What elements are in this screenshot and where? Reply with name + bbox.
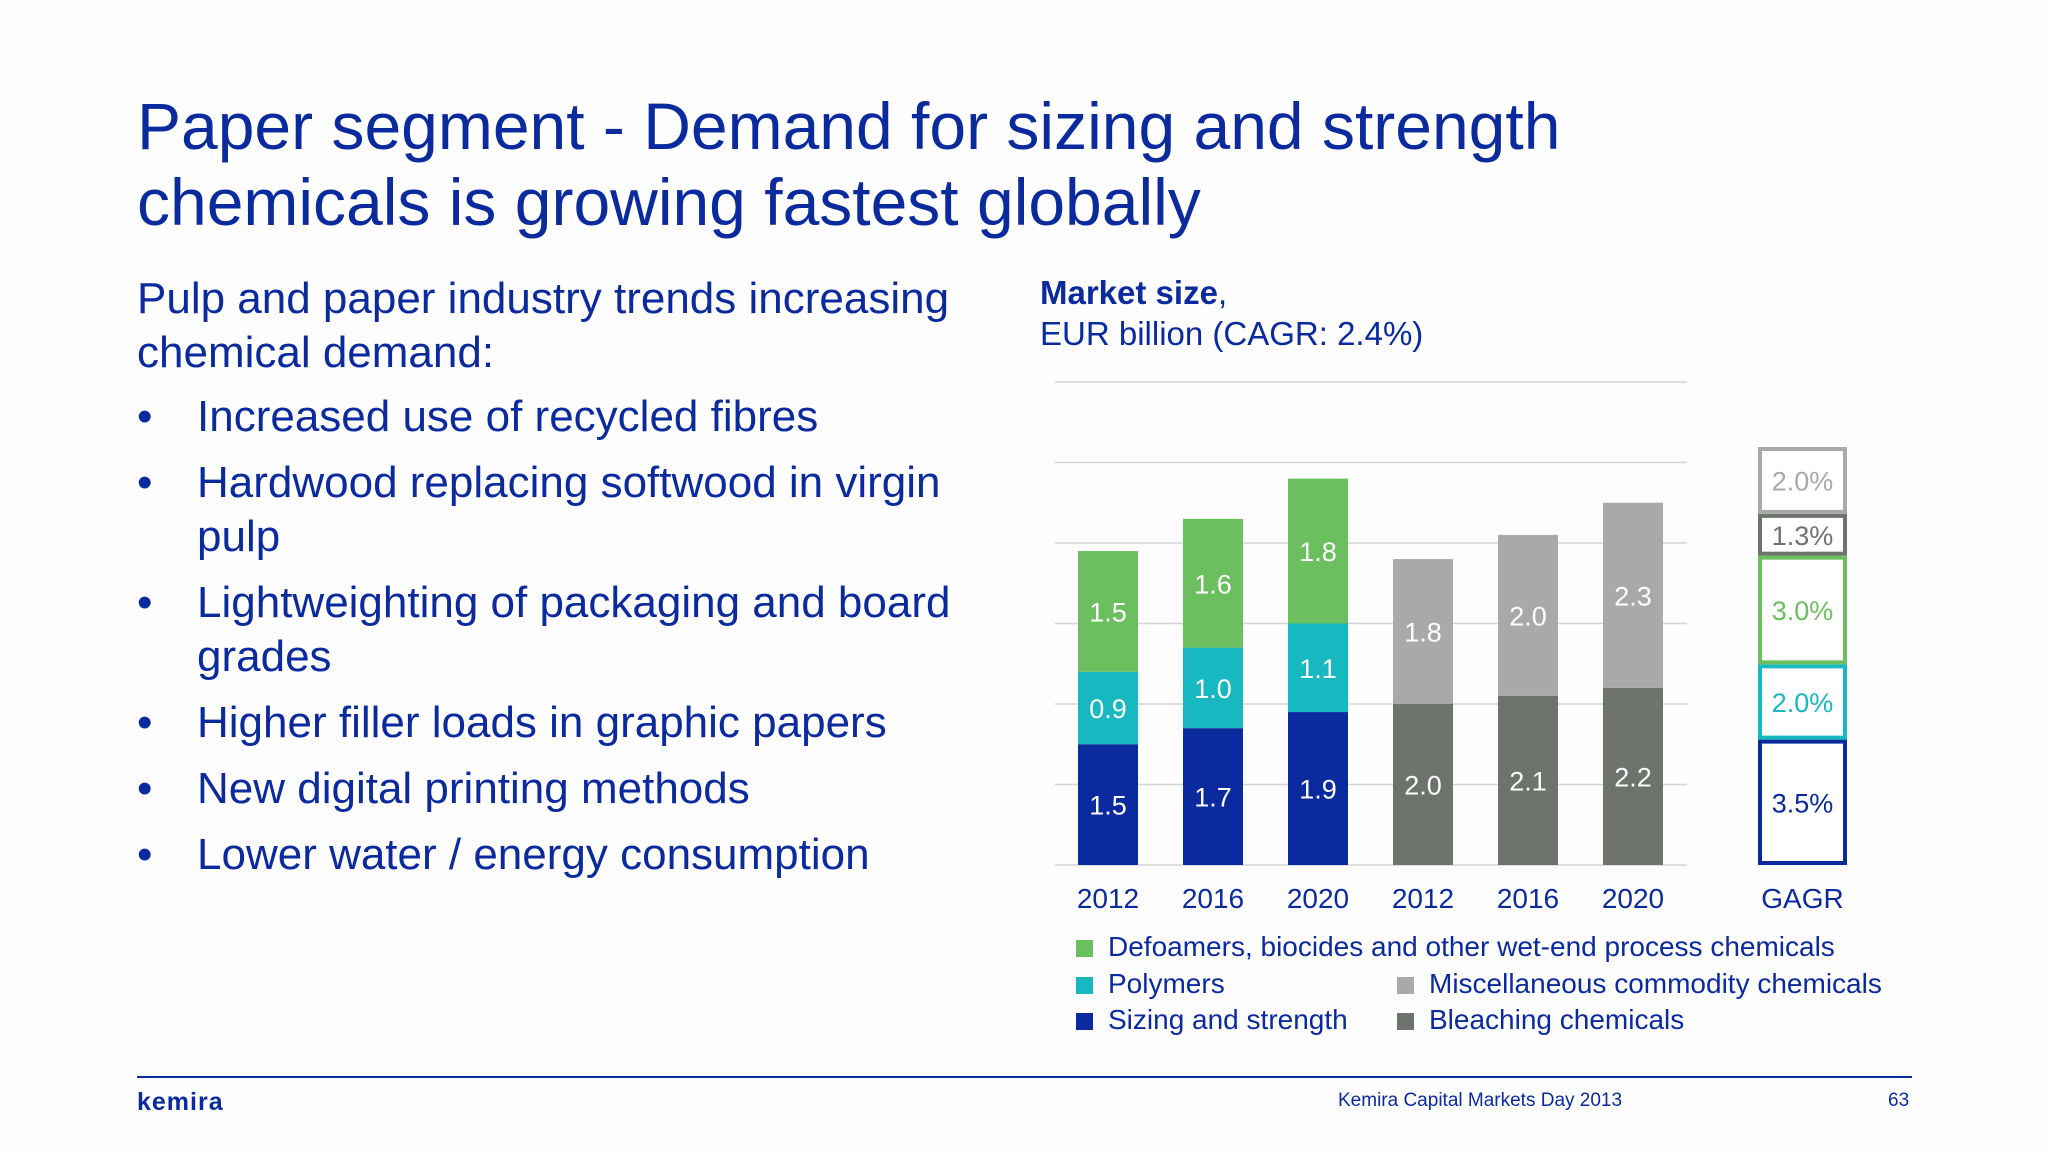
bar-segment <box>1603 502 1663 688</box>
data-label: 2.3 <box>1614 581 1652 611</box>
bar-segment <box>1183 728 1243 865</box>
chart-title-comma: , <box>1217 274 1228 311</box>
legend-label: Sizing and strength <box>1108 1004 1348 1035</box>
bullet-text: Higher filler loads in graphic papers <box>197 698 887 747</box>
x-tick-label: 2020 <box>1602 883 1664 914</box>
bar-segment <box>1183 518 1243 648</box>
bullet-dot: • <box>137 764 153 813</box>
bullet-dot: • <box>137 392 153 441</box>
bar-segment <box>1288 478 1348 624</box>
data-label: 1.9 <box>1299 775 1337 805</box>
bullet-dot: • <box>137 698 153 747</box>
data-label: 1.1 <box>1299 654 1337 684</box>
data-label: 1.5 <box>1089 791 1127 821</box>
x-tick-label: 2012 <box>1392 883 1454 914</box>
gagr-box <box>1758 513 1847 556</box>
legend-swatch <box>1076 1013 1093 1030</box>
chart-title: Market size, EUR billion (CAGR: 2.4%) <box>1040 272 1423 354</box>
data-label: 2.1 <box>1509 766 1547 796</box>
data-label: 0.9 <box>1089 694 1127 724</box>
data-label: 2.0 <box>1509 601 1547 631</box>
slide-title: Paper segment - Demand for sizing and st… <box>137 88 1837 240</box>
bar-segment <box>1078 744 1138 865</box>
data-label: 1.8 <box>1404 618 1442 648</box>
title-line-2: chemicals is growing fastest globally <box>137 165 1201 239</box>
x-tick-label: 2016 <box>1497 883 1559 914</box>
bar-segment <box>1078 671 1138 745</box>
bar-segment <box>1183 647 1243 729</box>
bullet-text: Hardwood replacing softwood in virgin pu… <box>197 458 941 561</box>
bullet-dot: • <box>137 458 153 507</box>
bullet-text: Increased use of recycled fibres <box>197 392 819 441</box>
title-line-1: Paper segment - Demand for sizing and st… <box>137 89 1561 163</box>
gagr-box <box>1758 664 1847 740</box>
bar-segment <box>1393 704 1453 865</box>
x-tick-label: 2020 <box>1287 883 1349 914</box>
bullet-text: New digital printing methods <box>197 764 750 813</box>
legend-swatch <box>1076 940 1093 957</box>
legend-swatch <box>1397 1013 1414 1030</box>
bar-segment <box>1603 687 1663 865</box>
gagr-value: 2.0% <box>1772 688 1834 718</box>
bar-segment <box>1498 534 1558 696</box>
bar-segment <box>1498 695 1558 865</box>
legend-swatch <box>1076 977 1093 994</box>
x-tick-label: 2016 <box>1182 883 1244 914</box>
x-tick-label: 2012 <box>1077 883 1139 914</box>
footer-divider <box>137 1076 1912 1078</box>
data-label: 2.2 <box>1614 762 1652 792</box>
bullet-text: Lower water / energy consumption <box>197 830 870 879</box>
bullet-list: • Increased use of recycled fibres • Hardw… <box>137 390 1017 894</box>
legend-label: Defoamers, biocides and other wet-end pr… <box>1108 931 1835 962</box>
gagr-value: 1.3% <box>1772 521 1834 551</box>
chart-title-bold: Market size <box>1040 274 1218 311</box>
list-item: • Hardwood replacing softwood in virgin p… <box>137 456 1017 564</box>
bar-segment <box>1288 623 1348 713</box>
data-label: 1.0 <box>1194 674 1232 704</box>
list-item: • Lower water / energy consumption <box>137 828 1017 882</box>
data-label: 1.8 <box>1299 537 1337 567</box>
page-number: 63 <box>1888 1090 1910 1111</box>
list-item: • Lightweighting of packaging and board g… <box>137 576 1017 684</box>
bullet-text: Lightweighting of packaging and board gr… <box>197 578 951 681</box>
bar-segment <box>1078 551 1138 672</box>
data-label: 1.5 <box>1089 597 1127 627</box>
list-item: • Increased use of recycled fibres <box>137 390 1017 444</box>
bar-segment <box>1393 559 1453 704</box>
gagr-value: 3.5% <box>1772 788 1834 818</box>
bar-segment <box>1288 712 1348 865</box>
data-label: 1.6 <box>1194 569 1232 599</box>
chart-subtitle: EUR billion (CAGR: 2.4%) <box>1040 315 1424 352</box>
kemira-logo: kemira <box>137 1088 224 1116</box>
data-label: 2.0 <box>1404 771 1442 801</box>
legend-label: Bleaching chemicals <box>1429 1004 1684 1035</box>
gagr-label: GAGR <box>1761 883 1843 914</box>
footer-text: Kemira Capital Markets Day 2013 <box>1338 1090 1623 1111</box>
bullet-dot: • <box>137 830 153 879</box>
list-item: • Higher filler loads in graphic papers <box>137 696 1017 750</box>
bullet-dot: • <box>137 578 153 627</box>
gagr-box <box>1758 555 1847 665</box>
list-item: • New digital printing methods <box>137 762 1017 816</box>
gagr-box <box>1758 447 1847 514</box>
gagr-box <box>1758 739 1847 865</box>
gagr-value: 2.0% <box>1772 466 1834 496</box>
intro-text: Pulp and paper industry trends increasin… <box>137 274 950 377</box>
gagr-value: 3.0% <box>1772 596 1834 626</box>
legend-swatch <box>1397 977 1414 994</box>
legend-label: Miscellaneous commodity chemicals <box>1429 968 1882 999</box>
data-label: 1.7 <box>1194 783 1232 813</box>
legend-label: Polymers <box>1108 968 1225 999</box>
